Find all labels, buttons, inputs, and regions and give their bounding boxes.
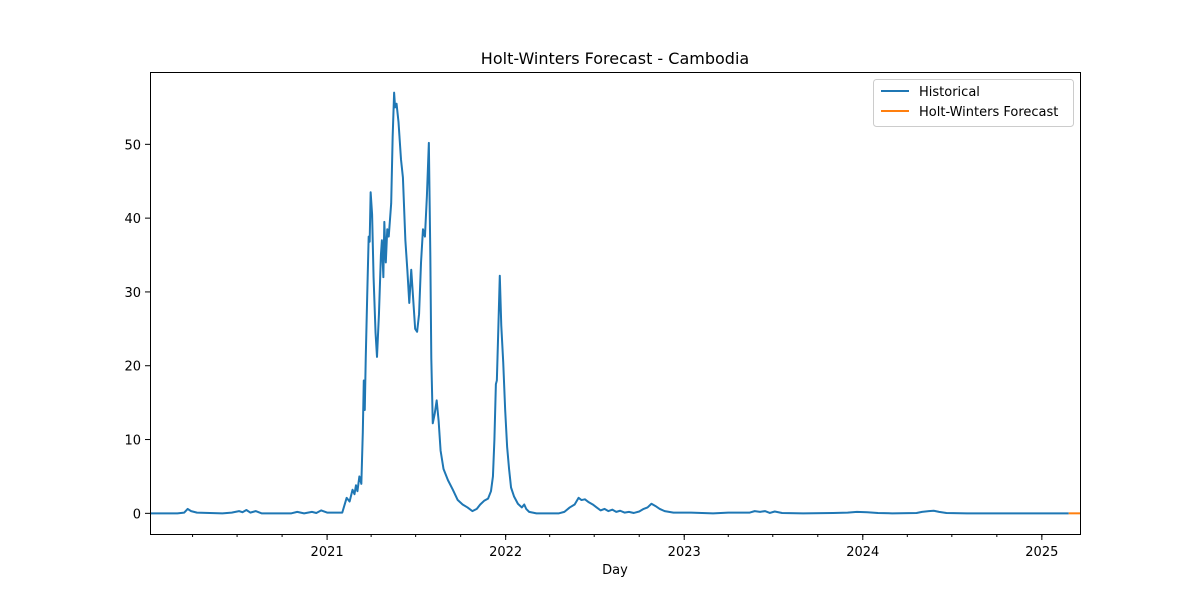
y-tick-label: 20 bbox=[124, 360, 141, 375]
chart-title: Holt-Winters Forecast - Cambodia bbox=[481, 49, 749, 68]
x-tick-label: 2021 bbox=[311, 545, 344, 560]
legend: Historical Holt-Winters Forecast bbox=[873, 79, 1074, 127]
x-axis: 2021 2022 2023 2024 2025 bbox=[192, 534, 1058, 560]
x-tick-label: 2023 bbox=[668, 545, 701, 560]
y-tick-label: 30 bbox=[124, 286, 141, 301]
legend-label-historical: Historical bbox=[919, 85, 980, 100]
plot-frame bbox=[150, 72, 1081, 535]
plot-area bbox=[150, 91, 1080, 515]
y-tick-label: 10 bbox=[124, 434, 141, 449]
x-tick-label: 2024 bbox=[846, 545, 879, 560]
y-tick-label: 40 bbox=[124, 212, 141, 227]
x-axis-label: Day bbox=[602, 563, 628, 578]
legend-box bbox=[873, 79, 1074, 127]
y-axis: 0 10 20 30 40 50 bbox=[124, 138, 150, 522]
x-tick-label: 2022 bbox=[489, 545, 522, 560]
series-line-historical bbox=[150, 91, 1069, 515]
legend-label-forecast: Holt-Winters Forecast bbox=[919, 105, 1058, 120]
y-tick-label: 50 bbox=[124, 138, 141, 153]
x-tick-label: 2025 bbox=[1025, 545, 1058, 560]
y-tick-label: 0 bbox=[133, 507, 141, 522]
